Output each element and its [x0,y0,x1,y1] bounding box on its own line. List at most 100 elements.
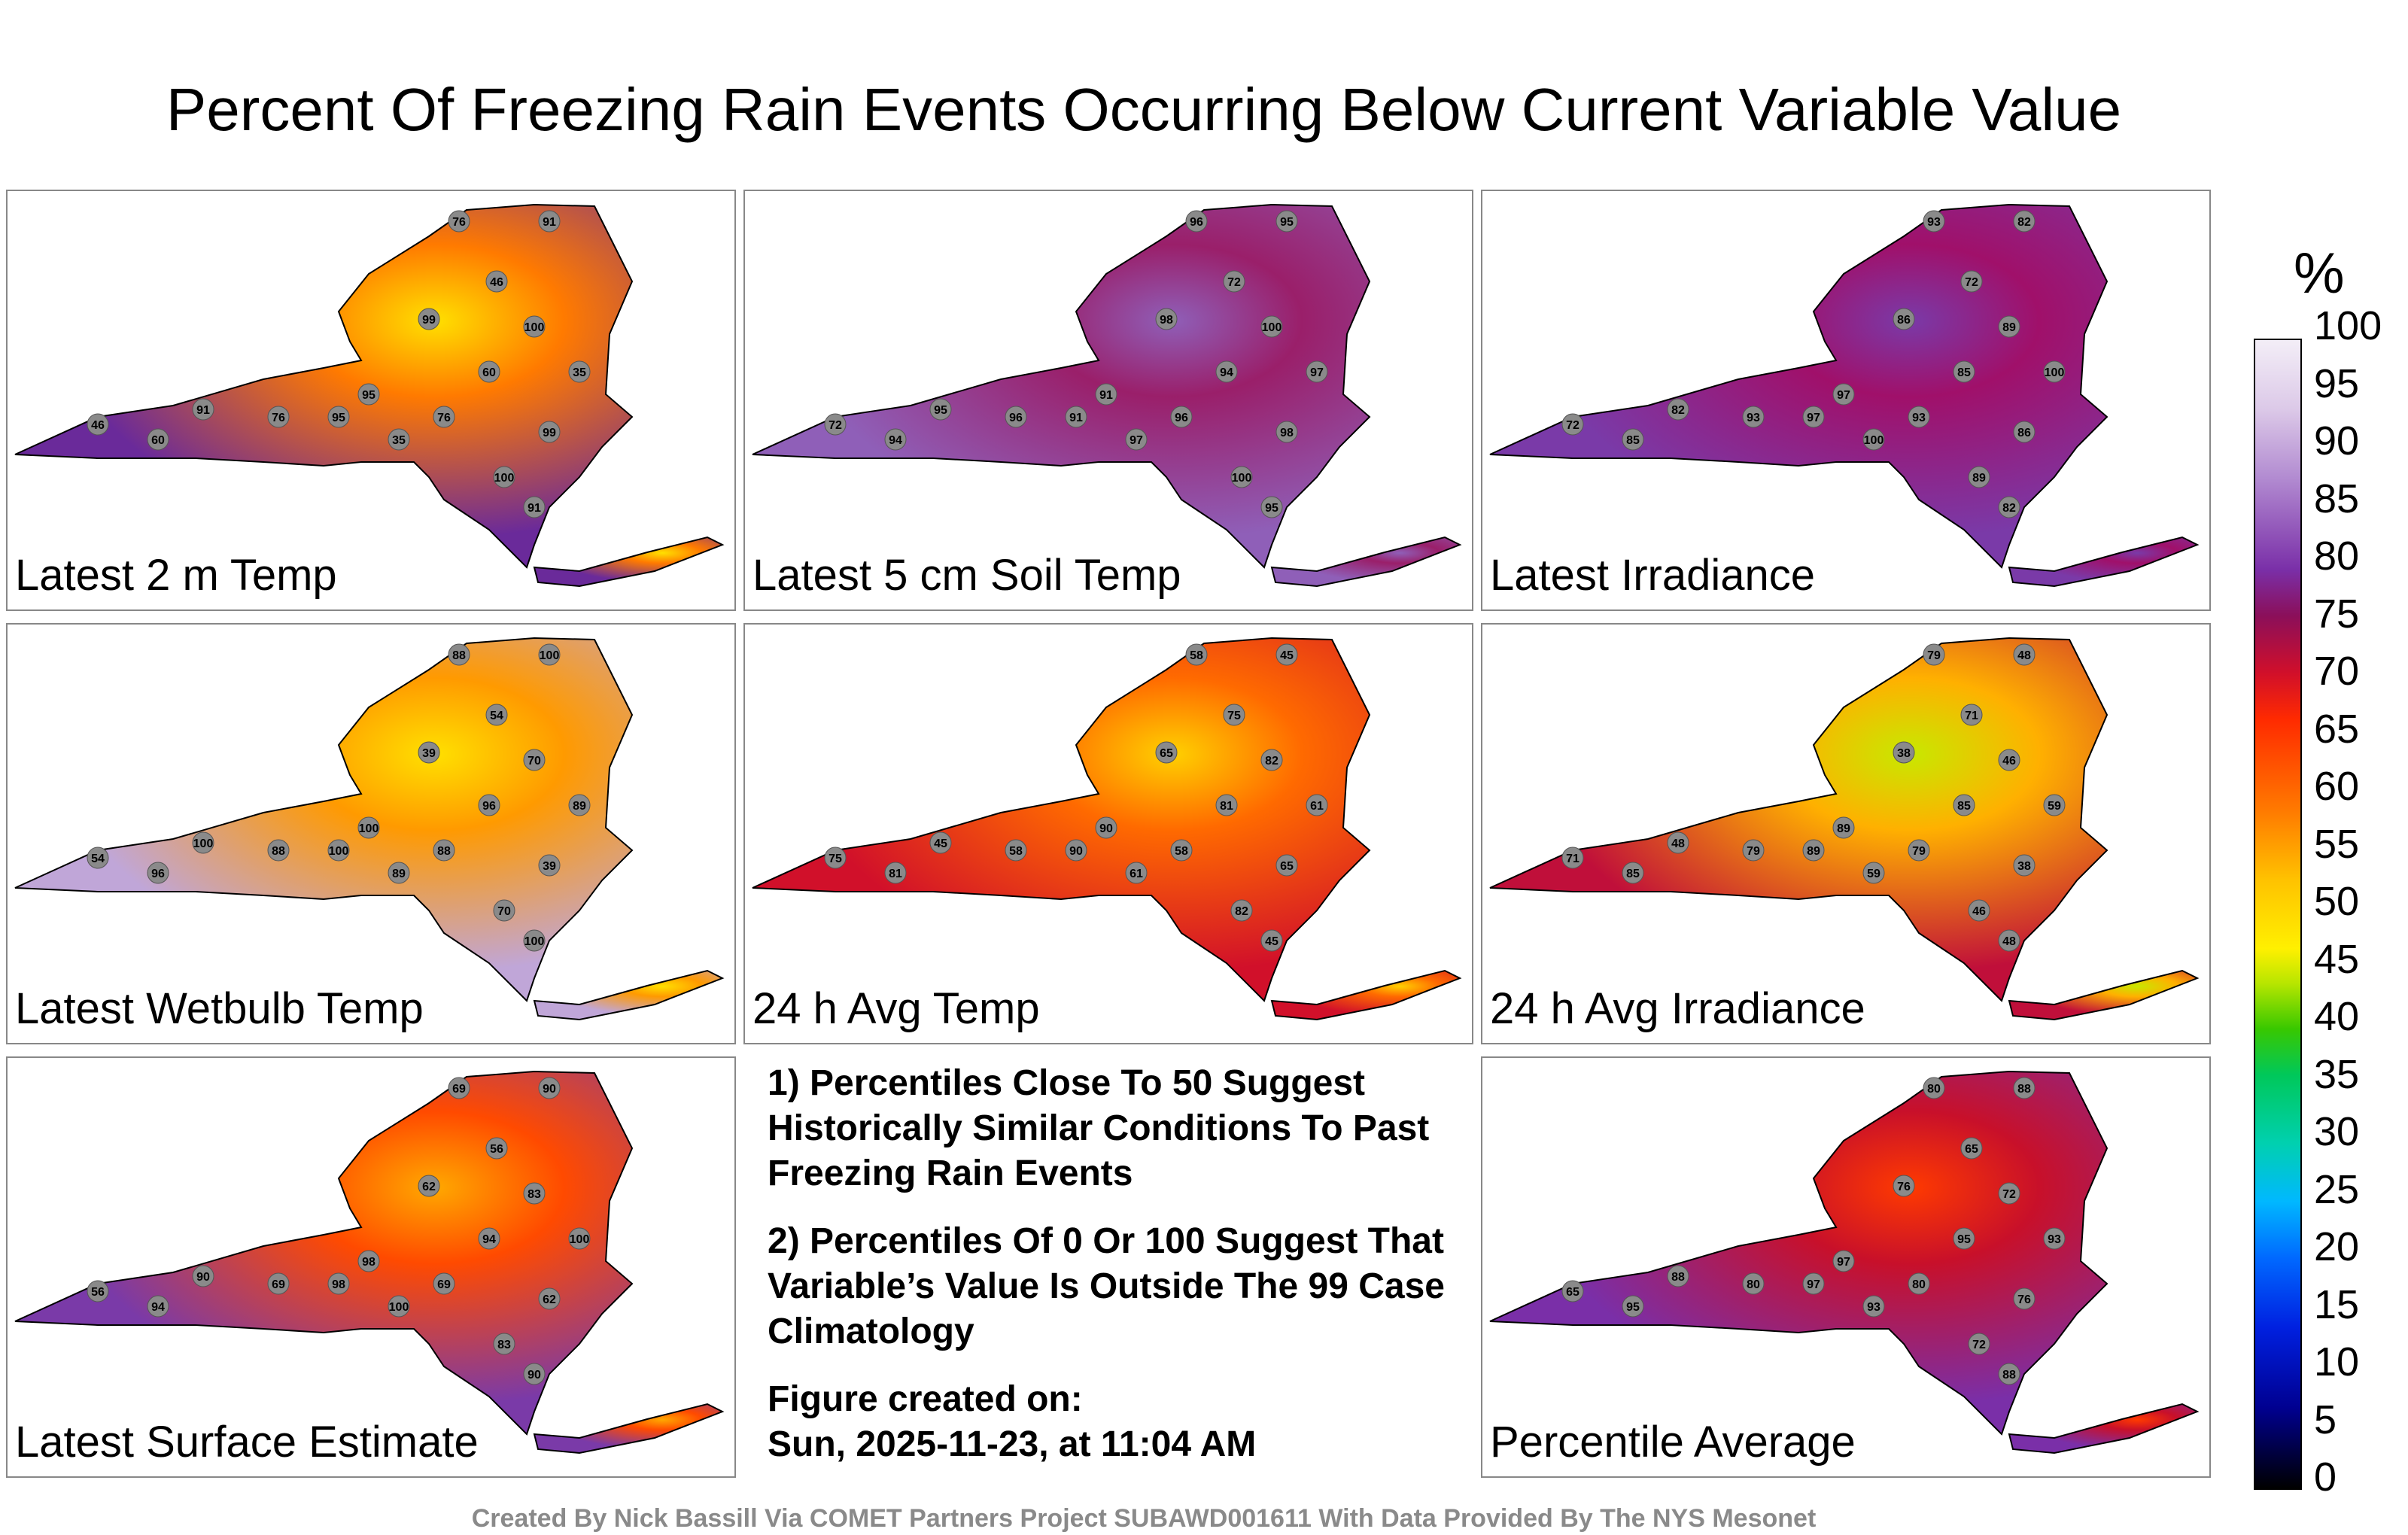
station-value: 82 [1235,905,1248,918]
station-marker: 88 [2013,1077,2036,1099]
station-marker: 100 [327,839,350,862]
station-value: 96 [151,868,165,880]
colorbar-tick: 40 [2314,994,2360,1039]
station-marker: 76 [448,210,470,233]
state-outline [752,637,1371,1002]
station-marker: 100 [523,315,546,338]
station-marker: 48 [2013,643,2036,666]
station-value: 58 [1175,845,1188,858]
station-value: 96 [1009,412,1023,424]
station-value: 93 [1867,1301,1880,1314]
long-island-outline [533,969,725,1021]
state-outline [752,203,1371,569]
state-outline [14,1070,634,1436]
colorbar-tick: 25 [2314,1166,2360,1212]
station-marker: 71 [1561,847,1584,869]
station-value: 95 [934,404,947,417]
colorbar-tick: 70 [2314,649,2360,694]
station-value: 60 [482,366,496,379]
station-value: 75 [1227,710,1241,722]
station-marker: 80 [1908,1272,1930,1295]
station-marker: 86 [1893,308,1915,330]
station-value: 100 [329,845,349,858]
station-value: 46 [490,276,503,289]
station-marker: 85 [1953,360,1975,383]
station-marker: 93 [2043,1227,2066,1250]
station-value: 91 [1099,389,1113,402]
station-marker: 82 [1230,899,1253,922]
station-marker: 76 [433,406,455,428]
station-marker: 71 [1960,704,1983,726]
state-map: 69 90 56 62 83 100 94 98 69 90 56 62 83 100 94 98 69 90 [14,1070,725,1454]
state-map: 88 100 54 39 70 89 96 100 88 100 54 39 70 89 96 100 88 10… [14,637,725,1021]
station-value: 93 [1927,216,1941,229]
station-marker: 96 [1170,406,1193,428]
station-marker: 54 [485,704,508,726]
station-marker: 60 [147,428,169,451]
station-value: 100 [389,1301,409,1314]
station-marker: 81 [1215,794,1238,816]
station-value: 90 [528,1369,541,1382]
station-value: 75 [829,853,842,865]
station-value: 76 [1897,1181,1911,1193]
station-marker: 59 [2043,794,2066,816]
station-marker: 85 [1953,794,1975,816]
station-value: 85 [1957,366,1971,379]
station-value: 89 [2002,321,2016,334]
colorbar-tick: 60 [2314,764,2360,809]
station-value: 54 [91,853,105,865]
station-marker: 95 [357,383,380,406]
station-marker: 72 [1998,1182,2020,1205]
station-marker: 80 [1742,1272,1765,1295]
station-value: 65 [1280,860,1294,873]
station-value: 91 [528,502,541,515]
station-marker: 95 [929,398,952,421]
colorbar-tick: 10 [2314,1339,2360,1385]
colorbar-tick: 20 [2314,1224,2360,1269]
note-2: 2) Percentiles Of 0 Or 100 Suggest That … [768,1221,1445,1351]
station-marker: 98 [357,1250,380,1272]
colorbar-tick: 45 [2314,936,2360,982]
station-value: 90 [1069,845,1083,858]
state-outline [14,637,634,1002]
station-value: 72 [1965,276,1978,289]
station-value: 69 [437,1278,451,1291]
station-value: 81 [1220,800,1233,813]
station-marker: 90 [523,1363,546,1385]
panel-label: Latest Wetbulb Temp [15,984,424,1033]
map-panel-24h-avg-irradiance: 79 48 71 38 46 59 85 89 79 48 71 38 46 59 85 89 79 48 24 h… [1481,623,2211,1044]
station-value: 94 [1220,366,1233,379]
station-marker: 95 [1275,210,1298,233]
station-value: 100 [524,935,545,948]
station-value: 76 [437,412,451,424]
station-value: 83 [497,1339,511,1351]
station-marker: 54 [87,847,109,869]
station-marker: 72 [824,413,847,436]
station-marker: 97 [1802,1272,1825,1295]
station-marker: 96 [1185,210,1208,233]
station-value: 100 [540,649,560,662]
station-value: 69 [452,1083,466,1096]
station-marker: 56 [485,1137,508,1160]
figure-created-label: Figure created on: [768,1379,1083,1419]
state-outline [1489,203,2109,569]
station-value: 58 [1009,845,1023,858]
station-value: 88 [2002,1369,2016,1382]
station-marker: 76 [2013,1287,2036,1310]
colorbar-tick: 15 [2314,1281,2360,1327]
station-value: 82 [1671,404,1685,417]
station-marker: 100 [1260,315,1283,338]
station-value: 95 [332,412,345,424]
station-marker: 96 [478,794,500,816]
station-marker: 98 [1275,421,1298,443]
station-value: 54 [490,710,503,722]
station-marker: 97 [1832,383,1855,406]
station-value: 94 [889,434,902,447]
station-value: 79 [1912,845,1926,858]
station-value: 60 [151,434,165,447]
station-marker: 100 [523,929,546,952]
colorbar-tick: 5 [2314,1397,2337,1442]
station-value: 70 [497,905,511,918]
station-marker: 100 [192,831,214,854]
station-marker: 88 [433,839,455,862]
